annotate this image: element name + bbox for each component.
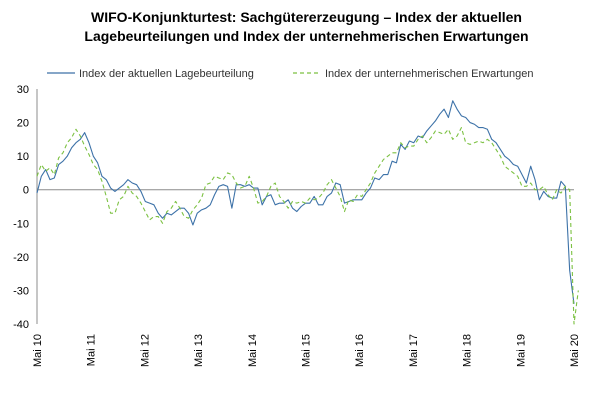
y-tick-label: 30: [17, 84, 29, 96]
x-tick-label: Mai 12: [139, 334, 151, 367]
x-tick-label: Mai 13: [193, 334, 205, 367]
series-line-erwartungen: [36, 127, 579, 325]
y-axis: -40 -30 -20 -10 0 10 20 30: [13, 84, 38, 331]
legend-label-lage: Index der aktuellen Lagebeurteilung: [79, 68, 254, 80]
y-tick-label: -10: [13, 218, 29, 230]
y-tick-label: 0: [23, 185, 29, 197]
y-tick-label: 10: [17, 151, 29, 163]
x-tick-label: Mai 10: [32, 334, 44, 367]
chart-title: WIFO-Konjunkturtest: Sachgütererzeugung …: [0, 8, 613, 46]
series-layer: [36, 100, 579, 325]
y-tick-label: 20: [17, 118, 29, 130]
x-tick-label: Mai 17: [408, 334, 420, 367]
series-line-lage: [36, 100, 575, 304]
x-tick-label: Mai 16: [354, 334, 366, 367]
x-tick-label: Mai 18: [462, 334, 474, 367]
x-tick-label: Mai 11: [86, 334, 98, 366]
x-tick-label: Mai 15: [301, 334, 313, 367]
y-tick-label: -40: [13, 319, 29, 331]
chart-title-line-1: WIFO-Konjunkturtest: Sachgütererzeugung …: [91, 9, 522, 25]
y-tick-label: -20: [13, 252, 29, 264]
x-tick-label: Mai 20: [569, 334, 581, 367]
chart-title-line-2: Lagebeurteilungen und Index der unterneh…: [84, 28, 529, 44]
x-axis: Mai 10 Mai 11 Mai 12 Mai 13 Mai 14 Mai 15 Mai …: [32, 189, 581, 367]
legend-label-erwartungen: Index der unternehmerischen Erwartungen: [325, 68, 534, 80]
legend: Index der aktuellen Lagebeurteilung Inde…: [47, 68, 534, 80]
y-tick-label: -30: [13, 285, 29, 297]
x-tick-label: Mai 14: [247, 334, 259, 367]
x-tick-label: Mai 19: [515, 334, 527, 367]
